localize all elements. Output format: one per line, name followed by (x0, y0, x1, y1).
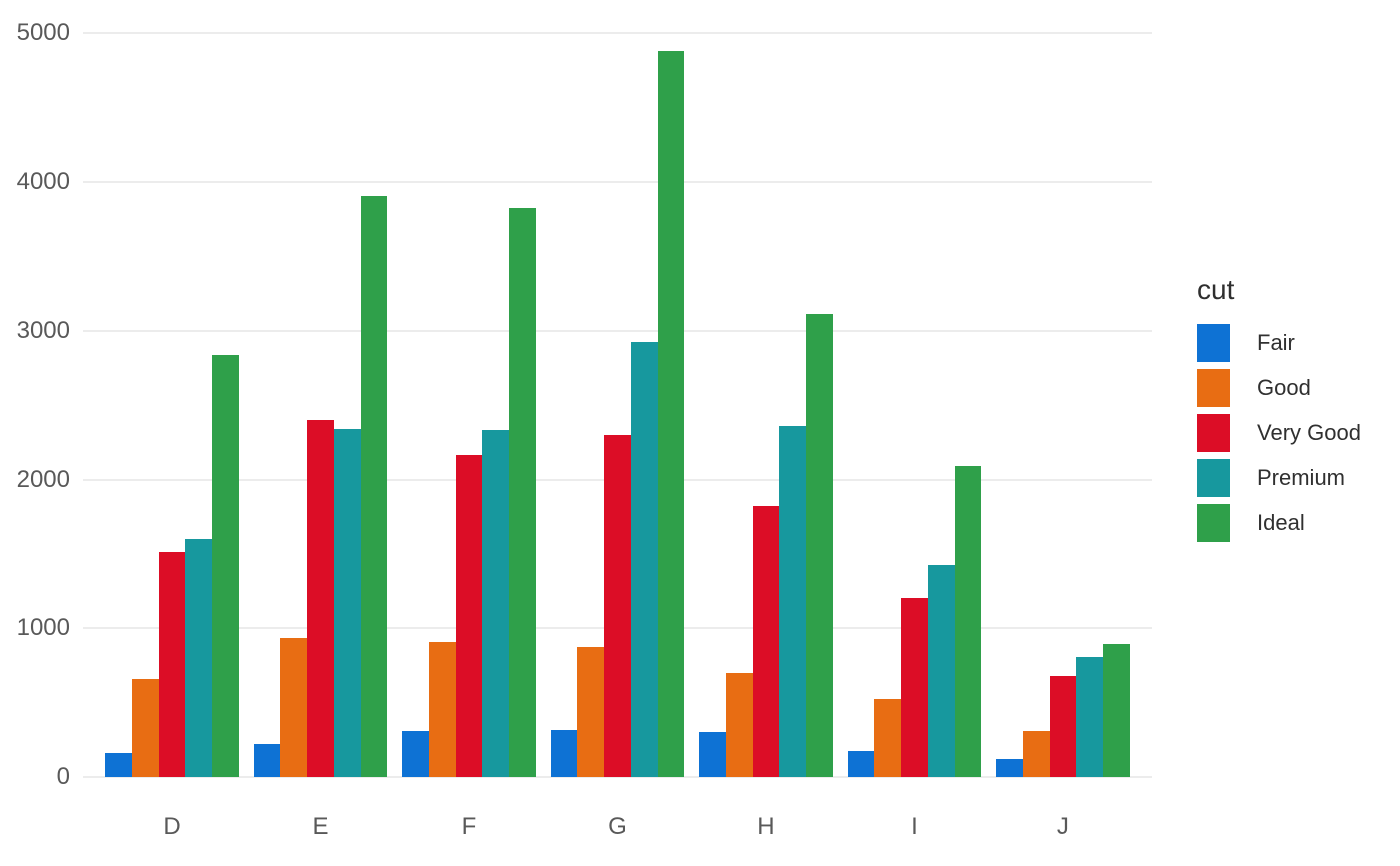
bar-I-premium (927, 564, 955, 777)
y-tick-label-1000: 1000 (16, 614, 70, 642)
y-tick-label-4000: 4000 (16, 168, 70, 195)
legend-item-premium: Premium (1197, 459, 1397, 497)
bar-H-fair (699, 731, 726, 777)
bar-J-good (1022, 731, 1050, 777)
legend-label-premium: Premium (1257, 465, 1346, 490)
bar-H-very-good (752, 505, 780, 777)
legend-swatch-premium (1197, 459, 1230, 497)
y-tick-label-3000: 3000 (16, 316, 70, 344)
bar-I-very-good (901, 597, 928, 777)
bar-G-very-good (604, 435, 631, 777)
legend-label-ideal: Ideal (1257, 510, 1305, 535)
bar-E-very-good (307, 420, 334, 777)
x-tick-label-I: I (911, 813, 918, 840)
legend-items: Fair Good Very Good Premium Ideal (1197, 324, 1397, 542)
legend-swatch-fair (1197, 324, 1230, 362)
plot-panel (83, 0, 1152, 778)
bar-J-premium (1076, 656, 1103, 777)
x-tick-label-E: E (312, 813, 329, 840)
bar-F-premium (482, 430, 510, 777)
gridline-y-5000 (83, 32, 1152, 35)
bar-D-fair (105, 752, 132, 777)
bar-F-fair (402, 730, 429, 777)
bar-F-ideal (509, 207, 536, 777)
legend-item-ideal: Ideal (1197, 504, 1397, 542)
x-axis: D E F G H I J (83, 812, 1152, 848)
bar-F-good (428, 641, 456, 777)
bar-I-good (874, 699, 902, 777)
bar-G-premium (630, 342, 658, 777)
legend-item-very-good: Very Good (1197, 414, 1397, 452)
x-tick-label-D: D (163, 813, 181, 840)
x-tick-label-J: J (1056, 813, 1069, 840)
legend-label-very-good: Very Good (1257, 420, 1361, 445)
legend-item-fair: Fair (1197, 324, 1397, 362)
legend-swatch-very-good (1197, 414, 1230, 452)
gridline-y-0 (83, 776, 1152, 778)
bar-J-ideal (1103, 643, 1130, 777)
bar-D-premium (185, 538, 213, 777)
bar-D-very-good (158, 551, 186, 777)
bar-H-good (725, 672, 753, 777)
bar-G-fair (550, 730, 578, 777)
x-tick-label-G: G (608, 813, 627, 840)
bar-D-good (131, 678, 159, 777)
bar-E-good (280, 638, 308, 777)
gridline-y-3000 (83, 329, 1152, 332)
bar-I-fair (847, 750, 875, 777)
bar-I-ideal (954, 465, 982, 777)
bar-F-very-good (455, 455, 483, 777)
gridline-y-4000 (83, 181, 1152, 183)
legend-label-good: Good (1257, 375, 1311, 400)
bar-H-premium (779, 425, 807, 777)
bar-D-ideal (212, 355, 239, 777)
y-axis: 0 1000 2000 3000 4000 5000 (0, 0, 70, 800)
legend-label-fair: Fair (1257, 330, 1295, 355)
y-tick-label-2000: 2000 (16, 465, 70, 493)
bar-E-fair (253, 743, 281, 777)
bar-E-ideal (360, 196, 388, 777)
bar-J-very-good (1049, 676, 1077, 777)
bar-J-fair (996, 759, 1023, 777)
x-tick-label-F: F (461, 813, 477, 840)
legend-swatch-ideal (1197, 504, 1230, 542)
bar-G-good (577, 647, 605, 777)
bar-E-premium (333, 429, 361, 777)
bar-H-ideal (806, 313, 833, 777)
bar-G-ideal (657, 50, 685, 777)
y-tick-label-0: 0 (56, 763, 70, 790)
legend-item-good: Good (1197, 369, 1397, 407)
legend: cut Fair Good Very Good Premium Ideal (1197, 272, 1397, 549)
legend-title: cut (1197, 274, 1235, 305)
legend-swatch-good (1197, 369, 1230, 407)
y-tick-label-5000: 5000 (16, 19, 70, 47)
x-tick-label-H: H (757, 813, 775, 840)
